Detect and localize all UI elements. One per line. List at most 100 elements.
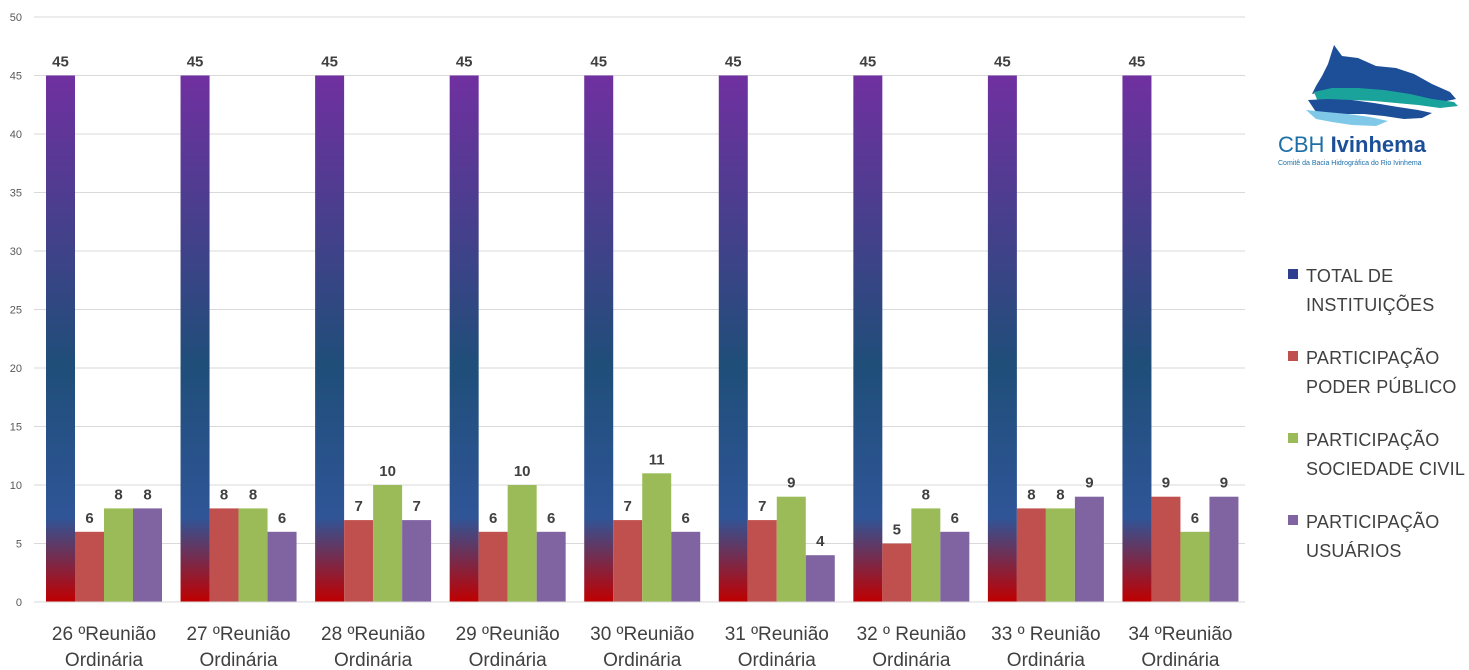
- data-label: 11: [649, 451, 665, 468]
- data-labels: 45 6 8 8 45 8 8 6 45 7 10 7 45 6 10 6 45 7 11 6 45 7 9 4 45 5 8 6 45…: [52, 54, 1228, 551]
- bar: [1122, 75, 1152, 602]
- logo-title: CBH Ivinhema: [1278, 132, 1426, 157]
- data-label: 8: [114, 486, 122, 503]
- legend-item: PARTICIPAÇÃO PODER PÚBLICO: [1286, 344, 1469, 402]
- data-label: 9: [1085, 475, 1093, 492]
- x-tick-label: 30 ºReunião Ordinária: [590, 624, 694, 670]
- x-tick-label: 34 ºReunião Ordinária: [1128, 624, 1232, 670]
- legend-swatch: [1288, 515, 1298, 525]
- bar: [209, 508, 239, 602]
- data-label: 9: [787, 475, 795, 492]
- data-label: 7: [354, 498, 362, 515]
- bar: [104, 508, 133, 602]
- legend-label: PARTICIPAÇÃO: [1306, 512, 1440, 532]
- bar: [1016, 508, 1046, 602]
- legend-label: SOCIEDADE CIVIL: [1306, 459, 1466, 479]
- bar: [1151, 496, 1181, 602]
- bar: [1209, 496, 1239, 602]
- bar: [642, 473, 672, 602]
- data-label: 45: [456, 54, 473, 71]
- bar: [402, 520, 432, 602]
- bar: [373, 485, 403, 602]
- data-label: 8: [922, 486, 930, 503]
- data-label: 45: [52, 54, 69, 71]
- data-label: 7: [412, 498, 420, 515]
- bar: [747, 520, 777, 602]
- bar: [238, 508, 268, 602]
- legend-label: PARTICIPAÇÃO: [1306, 430, 1440, 450]
- legend-label: PODER PÚBLICO: [1306, 377, 1457, 397]
- y-tick-label: 0: [16, 597, 22, 609]
- bar: [315, 75, 345, 602]
- x-tick-label: 32 º Reunião Ordinária: [857, 624, 966, 670]
- cbh-ivinhema-logo: CBH Ivinhema Comitê da Bacia Hidrográfic…: [1272, 42, 1468, 172]
- legend-label: USUÁRIOS: [1306, 541, 1402, 561]
- y-tick-label: 20: [10, 363, 22, 375]
- y-tick-label: 15: [10, 422, 22, 434]
- y-tick-label: 45: [10, 71, 22, 83]
- bar: [718, 75, 748, 602]
- y-tick-label: 40: [10, 129, 22, 141]
- data-label: 7: [758, 498, 766, 515]
- data-label: 6: [682, 510, 690, 527]
- bar: [805, 555, 835, 602]
- bar: [180, 75, 210, 602]
- data-label: 10: [514, 463, 531, 480]
- bar: [911, 508, 941, 602]
- data-label: 8: [220, 486, 228, 503]
- bar: [987, 75, 1017, 602]
- bar: [1045, 508, 1075, 602]
- data-label: 45: [859, 54, 876, 71]
- bar: [75, 531, 104, 602]
- bar: [1180, 531, 1210, 602]
- x-tick-label: 29 ºReunião Ordinária: [456, 624, 560, 670]
- data-label: 45: [187, 54, 204, 71]
- y-tick-label: 5: [16, 539, 22, 551]
- bar: [853, 75, 883, 602]
- bar: [671, 531, 701, 602]
- x-axis: 26 ºReunião Ordinária 27 ºReunião Ordinária…: [34, 601, 1245, 670]
- x-tick-label: 27 ºReunião Ordinária: [186, 624, 290, 670]
- legend-swatch: [1288, 433, 1298, 443]
- data-label: 4: [816, 533, 825, 550]
- data-label: 6: [85, 510, 93, 527]
- bar: [507, 485, 537, 602]
- data-label: 45: [1129, 54, 1146, 71]
- data-label: 45: [321, 54, 338, 71]
- bar: [478, 531, 508, 602]
- bar: [133, 508, 162, 602]
- data-label: 6: [951, 510, 959, 527]
- legend-label: PARTICIPAÇÃO: [1306, 348, 1440, 368]
- bar: [940, 531, 970, 602]
- legend-label: INSTITUIÇÕES: [1306, 295, 1435, 315]
- data-label: 5: [893, 522, 901, 539]
- bar: [344, 520, 374, 602]
- y-tick-label: 50: [10, 12, 22, 24]
- river-basin-logo-icon: [1306, 45, 1458, 126]
- legend-swatch: [1288, 269, 1298, 279]
- x-tick-label: 33 º Reunião Ordinária: [991, 624, 1100, 670]
- bar: [584, 75, 614, 602]
- y-tick-label: 10: [10, 480, 22, 492]
- data-label: 45: [590, 54, 607, 71]
- legend: TOTAL DE INSTITUIÇÕES PARTICIPAÇÃO PODER PÚ…: [1286, 262, 1469, 590]
- data-label: 45: [994, 54, 1011, 71]
- data-label: 8: [1027, 486, 1035, 503]
- bars: [46, 75, 1239, 602]
- legend-swatch: [1288, 351, 1298, 361]
- data-label: 45: [725, 54, 742, 71]
- data-label: 8: [249, 486, 257, 503]
- y-tick-label: 25: [10, 305, 22, 317]
- legend-item: TOTAL DE INSTITUIÇÕES: [1286, 262, 1469, 320]
- y-axis: 0 5 10 15 20 25 30 35 40 45 50: [10, 12, 22, 609]
- bar: [449, 75, 479, 602]
- bar: [882, 543, 912, 602]
- bar: [613, 520, 643, 602]
- data-label: 7: [624, 498, 632, 515]
- bar: [46, 75, 75, 602]
- data-label: 9: [1162, 475, 1170, 492]
- legend-item: PARTICIPAÇÃO USUÁRIOS: [1286, 508, 1469, 566]
- y-tick-label: 30: [10, 246, 22, 258]
- bar: [1074, 496, 1104, 602]
- x-tick-label: 31 ºReunião Ordinária: [725, 624, 829, 670]
